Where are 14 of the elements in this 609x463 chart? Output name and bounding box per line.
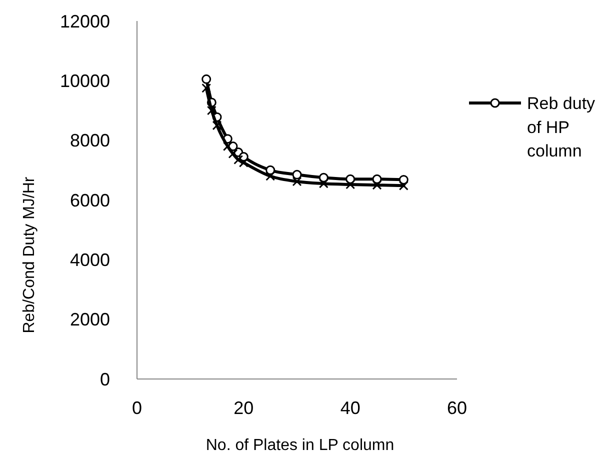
- x-tick-label: 60: [446, 398, 468, 418]
- y-axis-title: Reb/Cond Duty MJ/Hr: [21, 176, 38, 334]
- legend-label: Reb duty of HP column: [527, 94, 596, 161]
- x-tick-label: 40: [340, 398, 360, 418]
- x-tick-label: 20: [234, 398, 254, 418]
- y-tick-label: 2000: [70, 310, 110, 330]
- y-tick-label: 8000: [70, 130, 110, 151]
- x-tick-label: 0: [132, 398, 142, 418]
- y-tick-label: 12000: [60, 11, 110, 32]
- y-tick-label: 6000: [70, 190, 110, 210]
- y-tick-label: 10000: [60, 70, 110, 91]
- y-tick-label: 4000: [70, 250, 110, 270]
- x-axis-title: No. of Plates in LP column: [206, 437, 394, 454]
- y-tick-label: 0: [100, 369, 110, 390]
